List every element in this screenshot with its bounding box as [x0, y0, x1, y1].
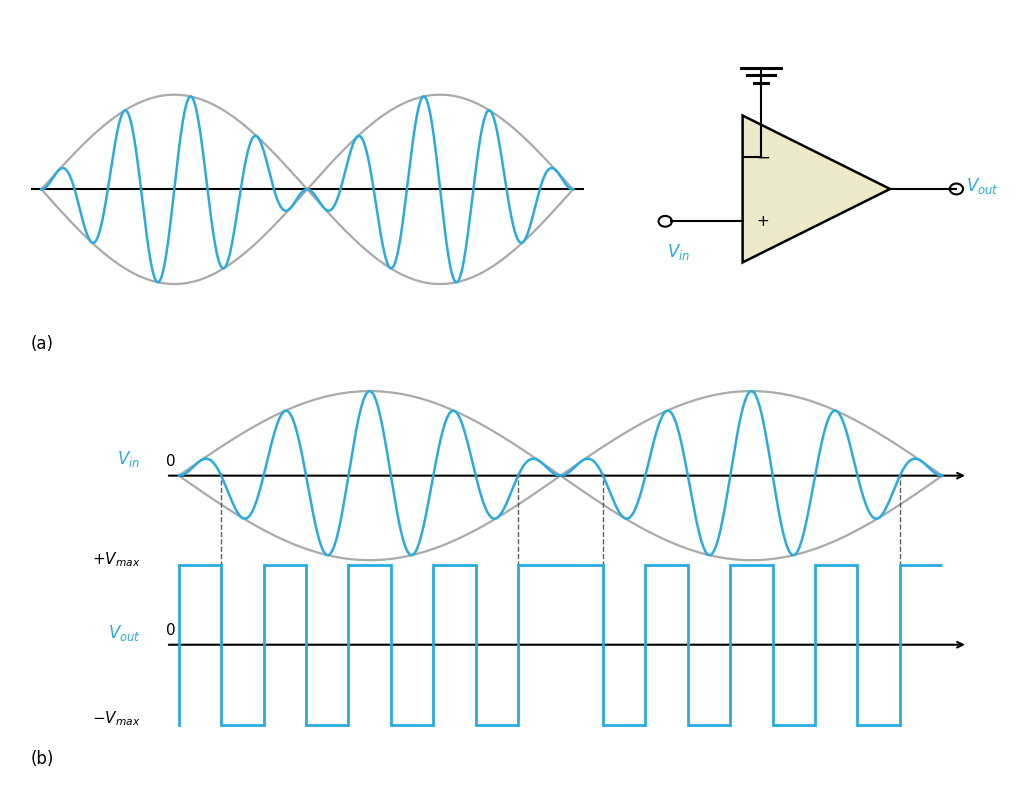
Text: $+$: $+$: [756, 214, 769, 229]
Text: (b): (b): [31, 750, 54, 768]
Text: $-V_{max}$: $-V_{max}$: [92, 709, 140, 728]
Text: $V_{in}$: $V_{in}$: [118, 449, 140, 469]
Text: $+V_{max}$: $+V_{max}$: [92, 550, 140, 569]
Text: (a): (a): [31, 335, 53, 353]
Text: 0: 0: [166, 454, 175, 469]
Text: 0: 0: [166, 623, 175, 638]
Text: $-$: $-$: [756, 148, 770, 166]
Text: $V_{out}$: $V_{out}$: [966, 176, 998, 196]
Text: $V_{in}$: $V_{in}$: [667, 242, 690, 262]
Text: $V_{out}$: $V_{out}$: [108, 623, 140, 643]
Polygon shape: [742, 115, 890, 263]
